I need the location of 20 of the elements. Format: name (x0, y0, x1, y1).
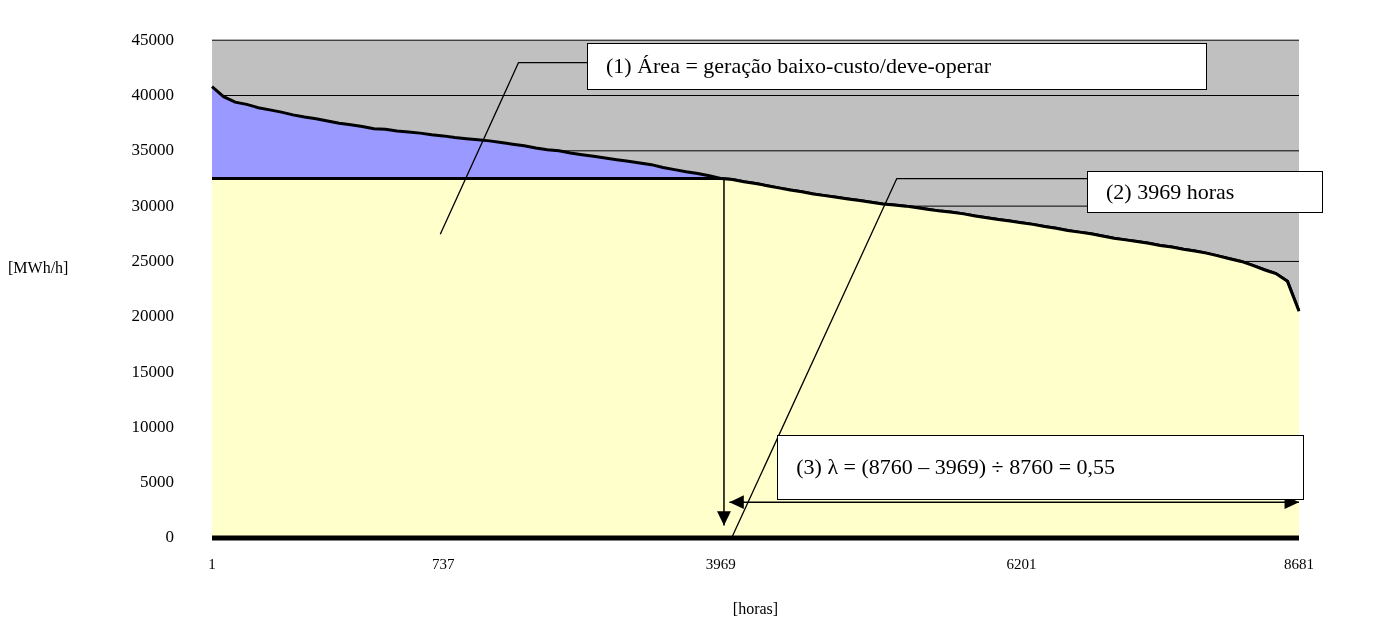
y-tick-label: 35000 (131, 140, 174, 160)
y-tick-label: 30000 (131, 195, 174, 215)
callout-box: (1) Área = geração baixo-custo/deve-operar (587, 42, 1207, 90)
y-tick-label: 5000 (140, 472, 174, 492)
x-tick-label: 737 (432, 555, 456, 572)
x-tick-label: 3969 (705, 555, 736, 572)
y-tick-label: 0 (165, 527, 174, 547)
x-tick-label: 6201 (1006, 555, 1037, 572)
x-tick-label: 8681 (1284, 555, 1314, 572)
y-tick-label: 40000 (131, 84, 174, 104)
y-tick-label: 25000 (131, 250, 174, 270)
callout-box: (3) λ = (8760 – 3969) ÷ 8760 = 0,55 (777, 434, 1305, 500)
x-tick-label: 1 (208, 555, 216, 572)
y-tick-label: 20000 (131, 306, 174, 326)
x-axis-title: [horas] (732, 600, 779, 618)
y-axis-title: [MWh/h] (8, 259, 69, 277)
callout-box: (2) 3969 horas (1087, 170, 1323, 214)
y-tick-label: 15000 (131, 361, 174, 381)
y-tick-label: 45000 (131, 29, 174, 49)
y-tick-label: 10000 (131, 416, 174, 436)
